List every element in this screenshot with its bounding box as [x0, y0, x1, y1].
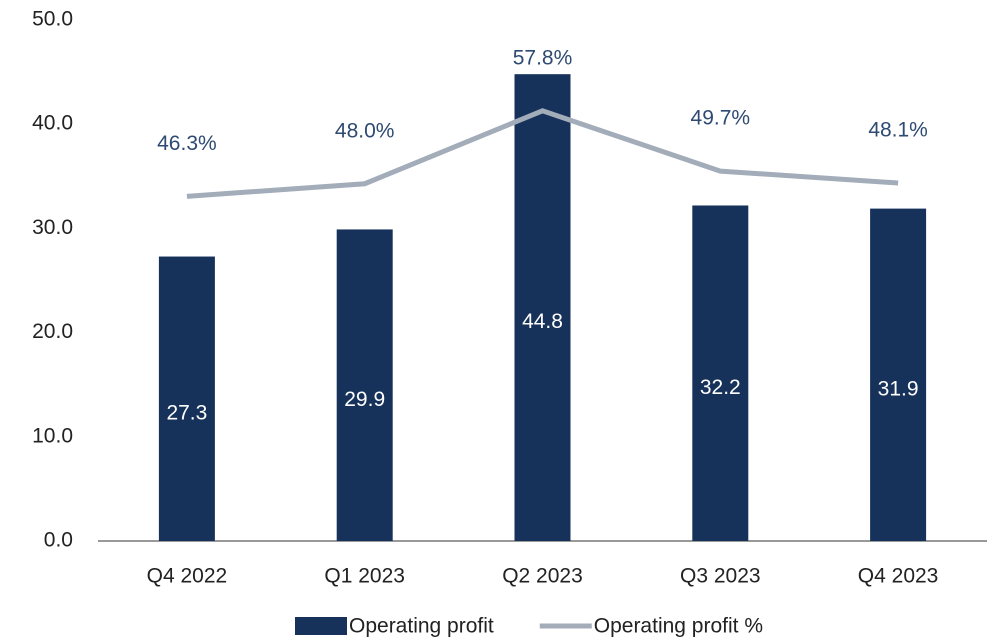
bar-label: 27.3 [166, 401, 207, 424]
line-label: 46.3% [157, 132, 217, 155]
bar [870, 208, 927, 542]
y-tick-label: 0.0 [44, 529, 73, 552]
line-label: 48.1% [868, 119, 928, 142]
y-tick-label: 20.0 [32, 320, 73, 343]
x-tick-label: Q4 2022 [147, 565, 228, 588]
legend-label: Operating profit % [594, 615, 763, 638]
x-tick-label: Q2 2023 [502, 565, 583, 588]
bar [514, 74, 571, 542]
line [186, 108, 899, 199]
bar-label: 31.9 [878, 377, 919, 400]
x-tick-label: Q4 2023 [858, 565, 939, 588]
bar [692, 205, 749, 541]
legend-swatch [295, 617, 347, 635]
y-tick-label: 40.0 [32, 112, 73, 135]
legend-label: Operating profit [349, 615, 494, 638]
y-tick-label: 30.0 [32, 216, 73, 239]
y-tick-label: 10.0 [32, 424, 73, 447]
bar-label: 29.9 [344, 388, 385, 411]
x-tick-label: Q1 2023 [324, 565, 405, 588]
x-tick-label: Q3 2023 [680, 565, 761, 588]
line-label: 48.0% [335, 119, 395, 142]
y-tick-label: 50.0 [32, 8, 73, 31]
bar-label: 44.8 [522, 310, 563, 333]
bar [336, 229, 393, 541]
bar [158, 256, 215, 541]
line-label: 57.8% [513, 46, 573, 69]
line-label: 49.7% [691, 107, 751, 130]
bar-label: 32.2 [700, 376, 741, 399]
